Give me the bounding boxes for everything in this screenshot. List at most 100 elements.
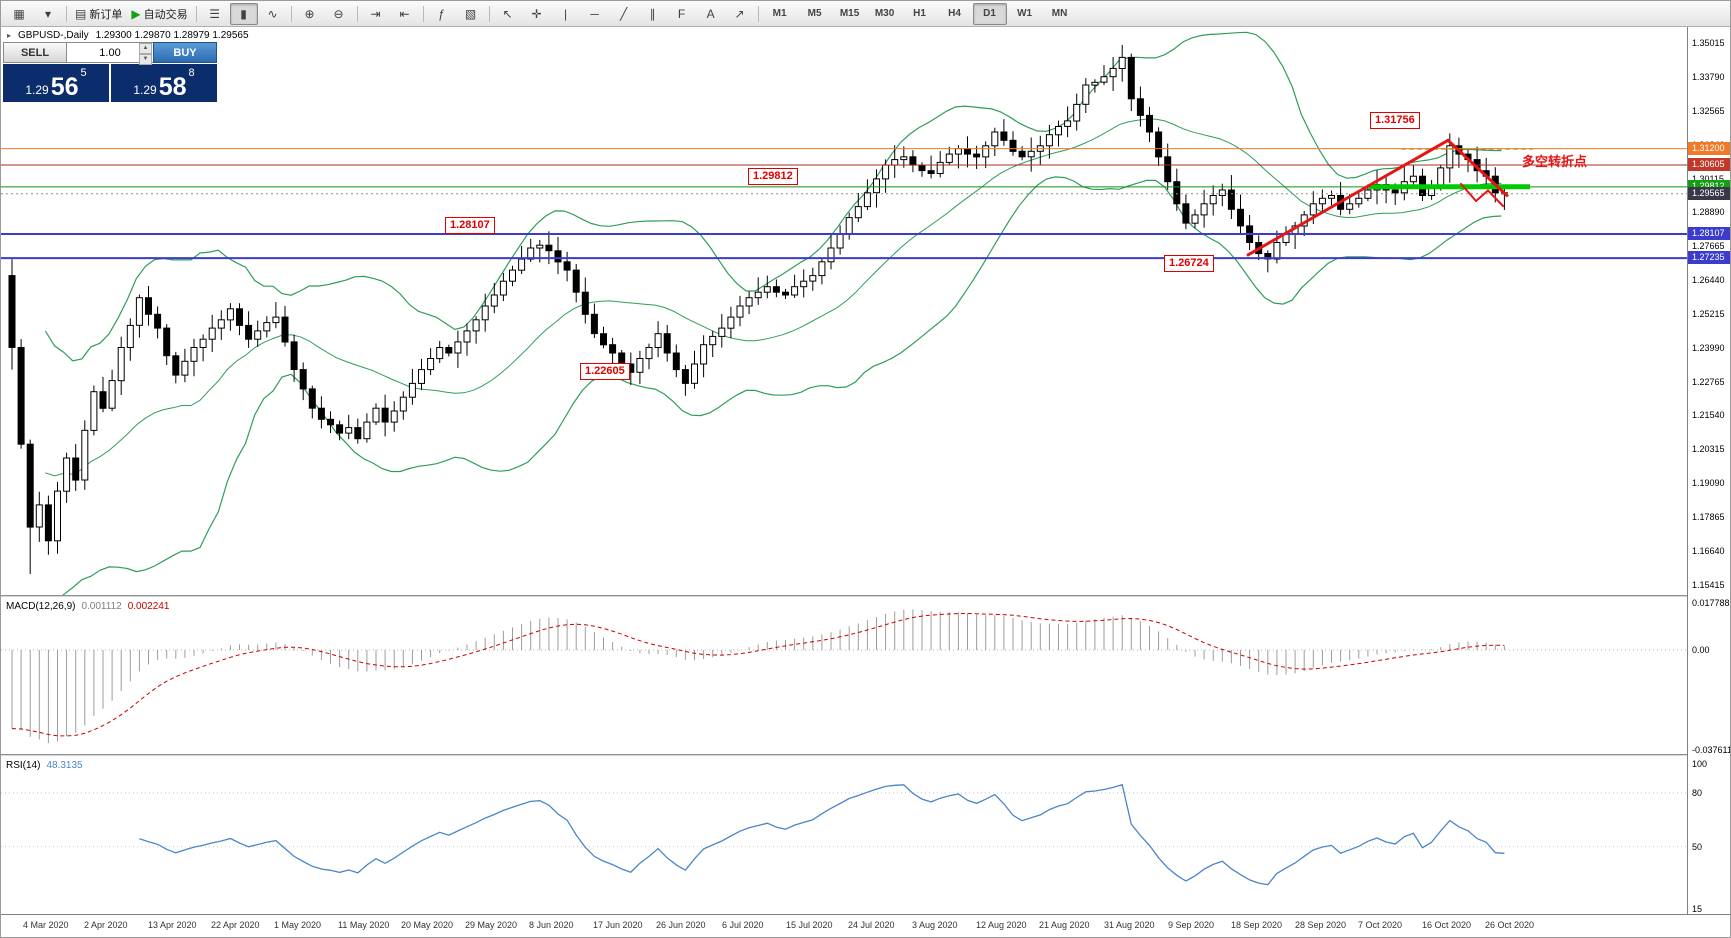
sell-price[interactable]: 1.29 56 5 <box>3 64 109 102</box>
volume-input[interactable]: 1.00 ▲ ▼ <box>67 42 153 65</box>
bollinger-upper <box>44 31 1502 362</box>
price-axis-label: 1.17865 <box>1692 511 1725 522</box>
timeframe-h1-button[interactable]: H1 <box>903 3 937 25</box>
volume-decrement-button[interactable]: ▼ <box>139 54 152 65</box>
time-axis[interactable]: 4 Mar 2020 2 Apr 2020 13 Apr 2020 22 Apr 20… <box>1 914 1730 937</box>
profiles-button[interactable]: ▾ <box>34 3 62 25</box>
symbol-title: GBPUSD-,Daily <box>18 30 89 41</box>
candlestick-chart-button[interactable]: ▮ <box>229 2 258 25</box>
timeframe-h4-button[interactable]: H4 <box>938 3 972 25</box>
timeframe-m30-label: M30 <box>874 8 895 19</box>
fibonacci-button[interactable]: F <box>668 3 696 25</box>
pane-separator-macd[interactable] <box>1 595 1730 598</box>
line-chart-icon: ∿ <box>267 6 278 21</box>
timeframe-w1-button[interactable]: W1 <box>1008 3 1042 25</box>
channel-icon: ∥ <box>649 6 656 21</box>
sell-button[interactable]: SELL <box>3 42 67 63</box>
timeframe-w1-label: W1 <box>1017 8 1033 19</box>
price-axis[interactable]: 1.350151.337901.325651.313401.301151.288… <box>1687 27 1730 914</box>
timeframe-m15-button[interactable]: M15 <box>833 3 867 25</box>
rsi-value: 48.3135 <box>46 760 83 771</box>
macd-title: MACD(12,26,9) <box>6 601 76 612</box>
price-tag-1.31200: 1.31200 <box>1688 141 1730 155</box>
date-label: 29 May 2020 <box>465 920 518 930</box>
horizontal-line-button[interactable]: ─ <box>581 3 609 25</box>
red-trendline-4[interactable] <box>1475 189 1489 202</box>
new-chart-button[interactable]: ▦ <box>5 3 33 25</box>
cursor-button[interactable]: ↖ <box>494 3 522 25</box>
sell-price-prefix: 1.29 <box>25 83 49 97</box>
date-label: 20 May 2020 <box>401 920 454 930</box>
rsi-axis-label: 50 <box>1692 841 1703 852</box>
price-tag-1.29565: 1.29565 <box>1688 186 1730 200</box>
macd-label: MACD(12,26,9) 0.001112 0.002241 <box>6 601 169 612</box>
date-label: 8 Jun 2020 <box>529 920 574 930</box>
timeframe-m30-button[interactable]: M30 <box>868 3 902 25</box>
bar-chart-button[interactable]: ☰ <box>201 3 229 25</box>
new-chart-icon: ▦ <box>13 6 25 21</box>
ohlc-values: 1.29300 1.29870 1.28979 1.29565 <box>95 30 249 41</box>
macd-pane[interactable] <box>1 598 1687 754</box>
auto-scroll-button[interactable]: ⇥ <box>362 3 390 25</box>
date-label: 9 Sep 2020 <box>1168 920 1215 930</box>
macd-axis-label: 0.00 <box>1692 645 1710 655</box>
rsi-pane[interactable] <box>1 757 1687 913</box>
price-axis-label: 1.23990 <box>1692 342 1725 353</box>
buy-price-point: 8 <box>188 67 195 79</box>
price-axis-label: 1.30115 <box>1692 173 1724 184</box>
candlestick-chart-icon: ▮ <box>240 6 247 21</box>
chart-shift-button[interactable]: ⇤ <box>391 3 419 25</box>
fibonacci-icon: F <box>677 6 686 21</box>
price-axis-label: 1.21540 <box>1692 410 1725 421</box>
timeframe-d1-button[interactable]: D1 <box>972 2 1007 25</box>
red-trendline-1[interactable] <box>1246 138 1450 257</box>
bollinger-middle <box>45 118 1502 477</box>
timeframe-m1-button[interactable]: M1 <box>763 3 797 25</box>
buy-price[interactable]: 1.29 58 8 <box>111 64 217 102</box>
new-order-icon: ▤ <box>75 6 87 21</box>
toolbar-separator <box>356 5 358 22</box>
timeframe-m5-button[interactable]: M5 <box>798 3 832 25</box>
symbol-header: ▸ GBPUSD-,Daily 1.29300 1.29870 1.28979 … <box>7 30 249 41</box>
line-chart-button[interactable]: ∿ <box>259 3 287 25</box>
zoom-in-button[interactable]: ⊕ <box>296 3 324 25</box>
main-price-pane[interactable] <box>1 27 1687 595</box>
date-label: 31 Aug 2020 <box>1104 920 1155 930</box>
trend-line-button[interactable]: ╱ <box>610 3 638 25</box>
crosshair-button[interactable]: ✛ <box>523 3 551 25</box>
volume-spinner: ▲ ▼ <box>139 43 152 65</box>
autotrading-button[interactable]: ▶ 自动交易 <box>127 3 191 25</box>
date-label: 24 Jul 2020 <box>848 920 895 930</box>
date-label: 21 Aug 2020 <box>1039 920 1090 930</box>
templates-button[interactable]: ▧ <box>457 3 485 25</box>
autotrading-label: 自动交易 <box>143 8 188 21</box>
timeframe-mn-button[interactable]: MN <box>1043 3 1077 25</box>
sell-price-pips: 56 <box>50 73 79 101</box>
pane-separator-rsi[interactable] <box>1 754 1730 757</box>
volume-increment-button[interactable]: ▲ <box>139 43 152 54</box>
chart-window-icon: ▸ <box>7 31 12 40</box>
red-trendline-2[interactable] <box>1446 138 1509 197</box>
toolbar-separator <box>290 5 292 22</box>
date-label: 3 Aug 2020 <box>912 920 958 930</box>
bollinger-bands <box>44 31 1502 595</box>
indicators-button[interactable]: ƒ <box>428 3 456 25</box>
zoom-out-button[interactable]: ⊖ <box>325 3 353 25</box>
rsi-axis-label: 100 <box>1692 759 1708 769</box>
new-order-button[interactable]: ▤ 新订单 <box>71 3 126 25</box>
vertical-line-button[interactable]: | <box>552 3 580 25</box>
arrow-tools-button[interactable]: ↗ <box>726 3 754 25</box>
red-trendline-5[interactable] <box>1487 189 1504 207</box>
red-trendline-3[interactable] <box>1460 182 1477 202</box>
channel-button[interactable]: ∥ <box>639 3 667 25</box>
bar-chart-icon: ☰ <box>209 6 220 21</box>
text-label-button[interactable]: A <box>697 3 725 25</box>
zoom-out-icon: ⊖ <box>333 6 344 21</box>
macd-signal-line <box>11 612 1505 737</box>
timeframe-mn-label: MN <box>1051 8 1068 19</box>
price-axis-label: 1.26440 <box>1692 275 1725 286</box>
rsi-title: RSI(14) <box>6 760 41 771</box>
buy-button[interactable]: BUY <box>153 42 217 63</box>
date-label: 2 Apr 2020 <box>84 920 128 930</box>
text-label-icon: A <box>706 6 715 21</box>
